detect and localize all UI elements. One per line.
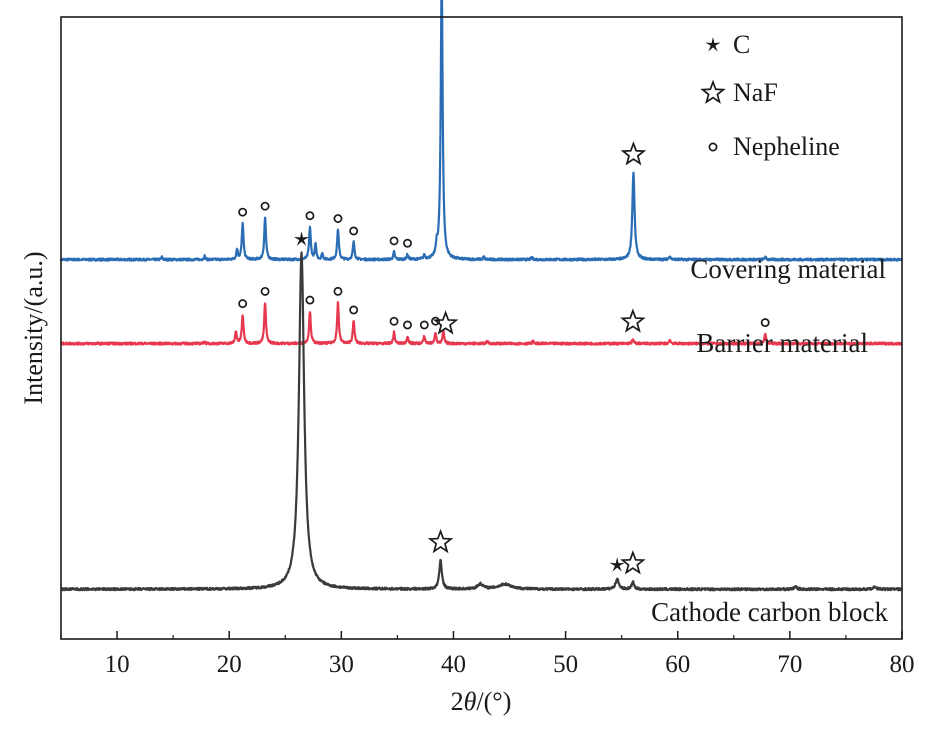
legend-label-nepheline: Nepheline [733, 132, 840, 161]
x-tick-label: 30 [329, 651, 354, 678]
peak-marker-barrier-ring-4 [349, 305, 359, 315]
plot-content [59, 0, 904, 592]
x-tick-label: 80 [890, 651, 915, 678]
y-axis-title: Intensity/(a.u.) [19, 251, 48, 404]
peak-marker-covering-ring-5 [389, 236, 399, 246]
legend-symbol-ring [708, 142, 718, 152]
peak-marker-covering-ring-4 [349, 226, 359, 236]
peak-marker-barrier-ring-5 [389, 316, 399, 326]
peak-marker-barrier-ring-7 [419, 320, 429, 330]
x-tick-label: 20 [217, 651, 242, 678]
peak-marker-barrier-ring-2 [305, 295, 315, 305]
peak-marker-cathode-star-1 [427, 528, 454, 554]
x-axis-ticks: 10 20 30 40 50 60 70 80 [60, 631, 915, 678]
peak-marker-cathode-asterisk-0 [293, 231, 310, 246]
x-axis-title-theta: θ [464, 687, 477, 716]
peak-marker-covering-ring-6 [403, 238, 412, 248]
legend-symbol-star [700, 79, 726, 104]
peak-marker-covering-ring-2 [305, 211, 315, 221]
x-axis-title: 2θ/(°) [451, 687, 512, 716]
peak-marker-barrier-ring-8 [431, 316, 440, 326]
legend-label-c: C [733, 30, 750, 59]
peak-marker-covering-ring-1 [260, 201, 270, 211]
x-tick-label: 10 [105, 651, 130, 678]
x-tick-label: 50 [553, 651, 578, 678]
peak-marker-barrier-ring-11 [760, 318, 770, 328]
x-axis-title-suffix: /(°) [476, 687, 511, 716]
legend-label-naf: NaF [733, 78, 778, 107]
peak-marker-cathode-star-3 [620, 550, 646, 575]
series-line-cathode [60, 251, 904, 592]
peak-marker-barrier-ring-1 [260, 286, 270, 296]
legend: C NaF Nepheline [700, 30, 840, 161]
peak-marker-barrier-star-10 [620, 308, 646, 333]
series-label-cathode: Cathode carbon block [651, 597, 888, 627]
plot-frame [60, 16, 903, 640]
series-label-barrier: Barrier material [696, 328, 868, 358]
series-label-covering: Covering material [690, 254, 886, 284]
peak-marker-covering-star-8 [620, 141, 647, 166]
peak-marker-barrier-star-9 [432, 310, 459, 335]
peak-marker-barrier-ring-0 [238, 299, 248, 309]
x-tick-label: 70 [777, 651, 802, 678]
series-line-covering [59, 0, 904, 262]
x-tick-label: 60 [665, 651, 690, 678]
x-axis-title-prefix: 2 [451, 687, 464, 716]
peak-marker-covering-ring-3 [333, 214, 343, 223]
peak-marker-barrier-ring-6 [403, 320, 412, 330]
series-line-barrier [60, 300, 903, 346]
peak-marker-barrier-ring-3 [333, 286, 343, 296]
peak-marker-cathode-asterisk-2 [609, 557, 625, 572]
legend-symbol-asterisk [705, 37, 721, 52]
x-tick-label: 40 [441, 651, 466, 678]
peak-marker-covering-ring-0 [238, 207, 248, 217]
